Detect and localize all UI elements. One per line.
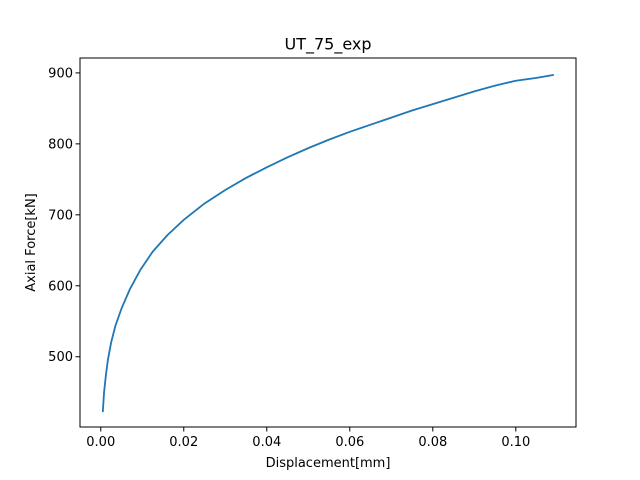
series-line-0 [101,74,555,413]
x-tick-label: 0.08 [418,435,447,450]
y-tick-label: 600 [48,279,73,294]
y-tick-label: 900 [48,66,73,81]
y-axis-ticks: 500 600 700 800 900 [48,66,80,365]
chart-title: UT_75_exp [284,35,371,55]
x-tick-label: 0.04 [252,435,281,450]
axes-frame [79,57,577,428]
x-tick-label: 0.02 [169,435,198,450]
x-tick-label: 0.00 [86,435,115,450]
x-axis-label: Displacement[mm] [266,456,391,471]
y-tick-label: 800 [48,137,73,152]
y-tick-label: 500 [48,350,73,365]
plot-area [79,57,577,428]
x-tick-label: 0.10 [501,435,530,450]
series-layer [101,74,555,413]
y-axis-label: Axial Force[kN] [24,193,39,291]
y-tick-label: 700 [48,208,73,223]
x-tick-label: 0.06 [335,435,364,450]
x-axis-ticks: 0.00 0.02 0.04 0.06 0.08 0.10 [86,427,530,450]
